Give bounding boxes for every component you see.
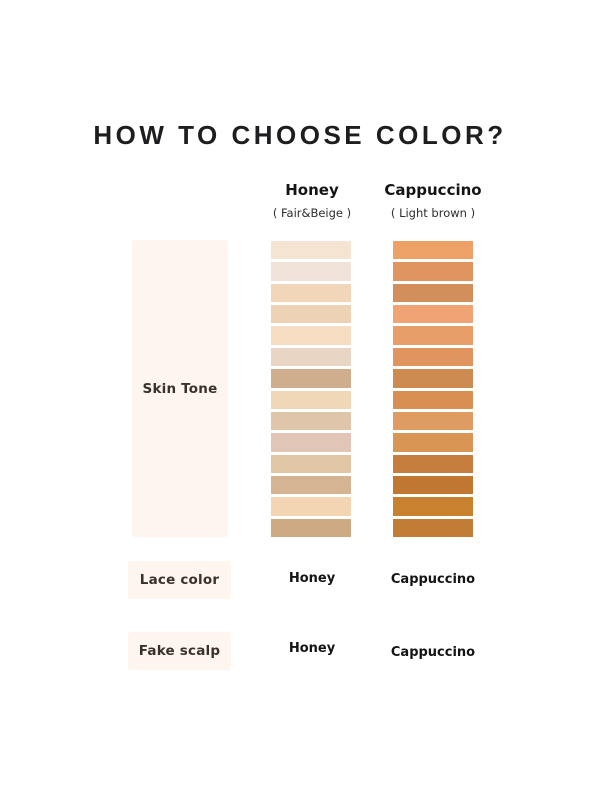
color-swatch	[393, 411, 473, 431]
skin-tone-panel: Skin Tone	[132, 240, 228, 537]
swatch-column-honey	[271, 241, 351, 538]
color-swatch	[271, 347, 351, 367]
color-swatch	[271, 390, 351, 409]
color-swatch	[271, 454, 351, 473]
color-swatch	[393, 454, 473, 473]
fake-scalp-cappuccino-label: Cappuccino	[390, 645, 476, 660]
lace-color-honey-label: Honey	[288, 571, 336, 586]
color-swatch	[393, 283, 473, 303]
color-swatch	[393, 518, 473, 538]
lace-color-panel: Lace color	[128, 561, 231, 599]
color-swatch	[271, 518, 351, 538]
color-swatch	[271, 305, 351, 324]
column-header-honey: Honey ( Fair&Beige )	[257, 181, 367, 220]
page-title: HOW TO CHOOSE COLOR?	[93, 120, 507, 150]
color-swatch	[393, 241, 473, 260]
column-name-honey: Honey	[285, 181, 339, 199]
color-swatch	[393, 369, 473, 388]
color-swatch	[271, 326, 351, 345]
color-swatch	[393, 347, 473, 367]
lace-color-cappuccino-label: Cappuccino	[390, 572, 476, 587]
fake-scalp-panel: Fake scalp	[128, 632, 231, 670]
column-header-cappuccino: Cappuccino ( Light brown )	[378, 181, 488, 220]
lace-color-label: Lace color	[139, 572, 220, 588]
color-swatch	[271, 369, 351, 388]
color-swatch	[393, 497, 473, 516]
column-subtitle-honey: ( Fair&Beige )	[272, 206, 352, 220]
color-swatch	[271, 283, 351, 303]
color-swatch	[393, 326, 473, 345]
column-subtitle-cappuccino: ( Light brown )	[390, 206, 476, 220]
column-name-cappuccino: Cappuccino	[384, 181, 482, 199]
fake-scalp-label: Fake scalp	[138, 643, 221, 659]
color-swatch	[271, 433, 351, 452]
swatch-column-cappuccino	[393, 241, 473, 538]
color-swatch	[393, 262, 473, 281]
color-swatch	[271, 262, 351, 281]
color-swatch	[393, 433, 473, 452]
color-swatch	[393, 475, 473, 495]
color-swatch	[271, 241, 351, 260]
fake-scalp-honey-label: Honey	[288, 641, 336, 656]
color-swatch	[393, 390, 473, 409]
color-swatch	[393, 305, 473, 324]
color-swatch	[271, 411, 351, 431]
color-swatch	[271, 497, 351, 516]
color-swatch	[271, 475, 351, 495]
skin-tone-label: Skin Tone	[142, 380, 218, 397]
